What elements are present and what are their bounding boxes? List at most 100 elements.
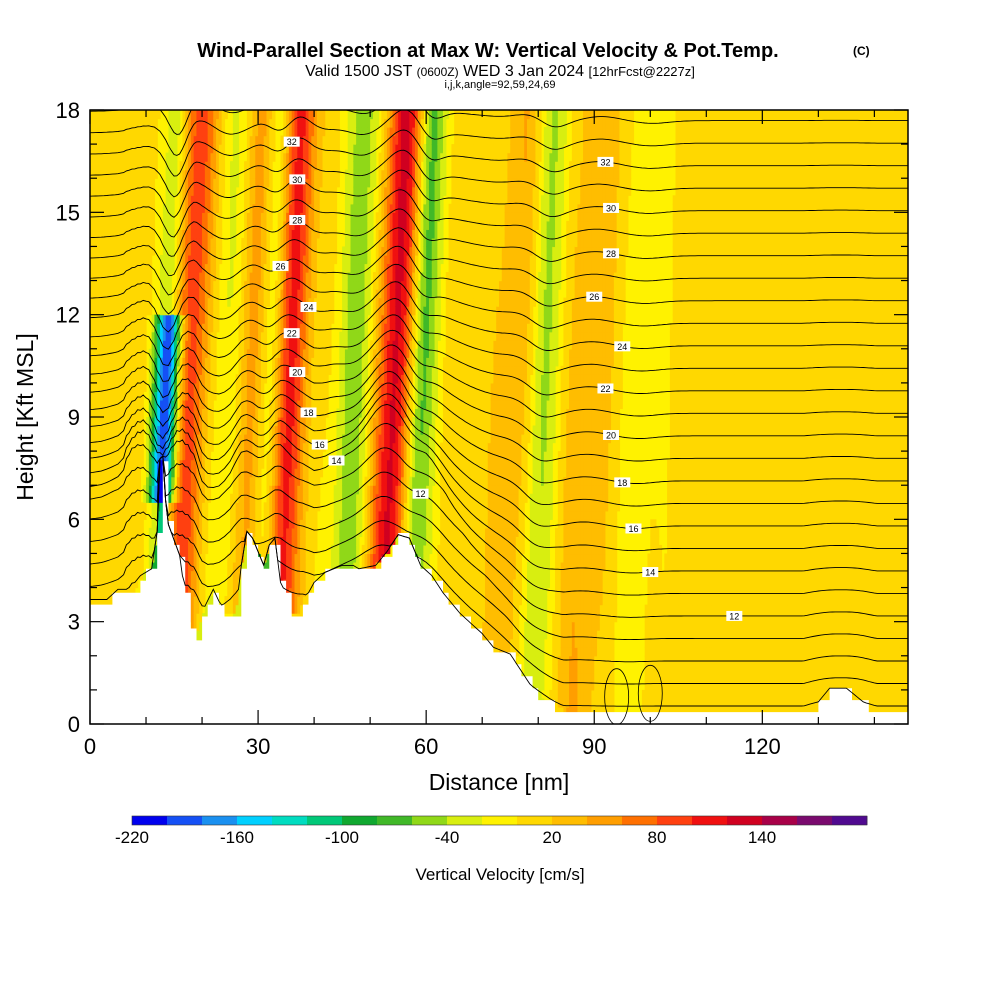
velocity-cell — [162, 382, 167, 393]
velocity-cell — [216, 118, 220, 128]
velocity-cell — [188, 476, 192, 486]
velocity-cell — [143, 280, 147, 290]
velocity-cell — [90, 340, 94, 350]
velocity-cell — [109, 152, 114, 162]
velocity-cell — [148, 263, 153, 273]
velocity-cell — [204, 135, 209, 145]
velocity-cell — [204, 331, 209, 341]
velocity-cell — [134, 178, 139, 188]
velocity-cell — [90, 579, 94, 589]
velocity-cell — [132, 348, 136, 358]
velocity-cell — [92, 169, 97, 179]
velocity-cell — [174, 169, 178, 179]
velocity-cell — [118, 459, 122, 469]
velocity-cell — [204, 212, 209, 222]
velocity-cell — [199, 399, 203, 410]
velocity-cell — [95, 553, 99, 563]
velocity-cell — [213, 246, 217, 256]
velocity-cell — [101, 195, 105, 205]
velocity-cell — [185, 118, 189, 128]
velocity-cell — [179, 306, 184, 316]
velocity-cell — [134, 434, 139, 444]
velocity-cell — [120, 451, 125, 461]
velocity-cell — [204, 297, 209, 307]
velocity-cell — [188, 135, 192, 145]
velocity-cell — [218, 195, 223, 205]
velocity-cell — [112, 468, 116, 478]
velocity-cell — [196, 280, 200, 290]
velocity-cell — [174, 417, 178, 427]
velocity-cell — [146, 246, 150, 256]
velocity-cell — [126, 434, 130, 444]
velocity-cell — [98, 579, 102, 589]
velocity-cell — [174, 425, 178, 435]
velocity-cell — [95, 519, 99, 529]
velocity-cell — [204, 306, 209, 316]
velocity-cell — [193, 135, 198, 145]
velocity-cell — [210, 110, 214, 120]
velocity-cell — [109, 374, 114, 384]
velocity-cell — [126, 220, 130, 230]
velocity-cell — [126, 382, 130, 393]
velocity-cell — [193, 280, 198, 290]
chart-subtitle: Valid 1500 JST (0600Z) WED 3 Jan 2024 [1… — [305, 63, 695, 80]
velocity-cell — [137, 348, 142, 358]
velocity-cell — [134, 357, 139, 367]
velocity-cell — [190, 254, 195, 265]
velocity-cell — [272, 118, 276, 128]
velocity-cell — [216, 289, 220, 299]
velocity-cell — [230, 195, 234, 205]
velocity-cell — [98, 382, 102, 393]
velocity-cell — [132, 118, 136, 128]
velocity-cell — [232, 604, 237, 614]
velocity-cell — [162, 451, 167, 461]
velocity-cell — [95, 118, 99, 128]
velocity-cell — [123, 144, 128, 154]
velocity-cell — [196, 237, 200, 248]
velocity-cell — [168, 297, 172, 307]
velocity-cell — [101, 178, 105, 188]
velocity-cell — [95, 357, 99, 367]
velocity-cell — [154, 323, 158, 333]
velocity-cell — [154, 127, 158, 137]
velocity-cell — [235, 382, 240, 393]
velocity-cell — [126, 527, 130, 537]
velocity-cell — [174, 110, 178, 120]
velocity-cell — [227, 280, 231, 290]
velocity-cell — [157, 323, 161, 333]
velocity-cell — [213, 331, 217, 341]
velocity-cell — [165, 186, 170, 196]
velocity-cell — [126, 561, 130, 572]
velocity-cell — [148, 306, 153, 316]
velocity-cell — [140, 118, 144, 128]
velocity-cell — [120, 408, 125, 418]
velocity-cell — [95, 544, 99, 555]
velocity-cell — [154, 451, 158, 461]
velocity-cell — [204, 144, 209, 154]
velocity-cell — [179, 391, 184, 401]
velocity-cell — [199, 237, 203, 248]
velocity-cell — [196, 442, 200, 452]
velocity-cell — [120, 485, 125, 495]
velocity-cell — [98, 263, 102, 273]
velocity-cell — [207, 263, 212, 273]
velocity-cell — [230, 254, 234, 265]
velocity-cell — [238, 434, 242, 444]
velocity-cell — [104, 510, 108, 520]
velocity-cell — [95, 135, 99, 145]
velocity-cell — [263, 323, 268, 333]
velocity-cell — [196, 289, 200, 299]
velocity-cell — [118, 442, 122, 452]
velocity-cell — [162, 220, 167, 230]
velocity-cell — [132, 178, 136, 188]
velocity-cell — [196, 408, 200, 418]
velocity-cell — [204, 357, 209, 367]
velocity-cell — [165, 399, 170, 410]
velocity-cell — [106, 127, 111, 137]
velocity-cell — [92, 519, 97, 529]
velocity-cell — [148, 161, 153, 171]
velocity-cell — [148, 220, 153, 230]
velocity-cell — [95, 399, 99, 410]
velocity-cell — [140, 434, 144, 444]
subtitle-utc: (0600Z) — [417, 65, 459, 79]
